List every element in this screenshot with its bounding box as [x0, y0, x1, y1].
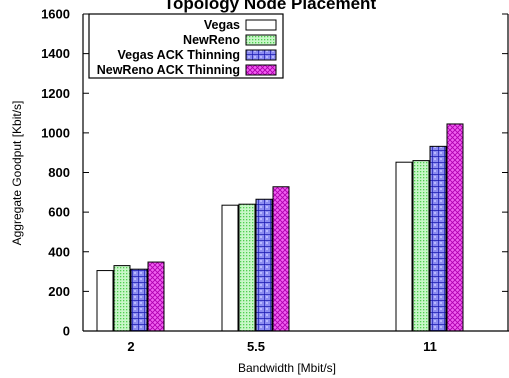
axes-layer: 0 200 400 600 800 1000 1200 1400 1600 2 5.5 11 — [41, 7, 509, 354]
legend-label: NewReno — [183, 33, 240, 47]
legend-swatch — [245, 49, 277, 61]
bar-vegas-ack-thinning-5_5 — [255, 198, 273, 332]
y-tick-label: 400 — [48, 244, 70, 259]
x-axis-label: Bandwidth [Mbit/s] — [238, 361, 336, 375]
y-tick-label: 800 — [48, 165, 70, 180]
y-tick-label: 1600 — [41, 7, 70, 22]
bar-newreno-ack-thinning-2 — [147, 261, 165, 332]
y-tick-label: 1400 — [41, 46, 70, 61]
bar-vegas-5_5 — [221, 204, 239, 332]
y-tick-label: 600 — [48, 205, 70, 220]
bar-newreno-5_5 — [238, 203, 256, 332]
legend-label: Vegas ACK Thinning — [118, 48, 240, 62]
chart-title: Topology Node Placement — [164, 0, 377, 13]
bar-vegas-ack-thinning-11 — [429, 145, 447, 332]
legend-swatch — [245, 34, 277, 46]
bar-newreno-2 — [113, 265, 131, 332]
bar-vegas-2 — [96, 270, 114, 332]
bar-newreno-ack-thinning-5_5 — [272, 186, 290, 332]
bars-layer — [96, 123, 464, 332]
legend-swatch — [245, 19, 277, 31]
legend-label: Vegas — [204, 18, 240, 32]
bar-vegas-11 — [395, 161, 413, 332]
y-tick-label: 1000 — [41, 125, 70, 140]
x-tick-label: 2 — [127, 339, 134, 354]
bar-newreno-ack-thinning-11 — [446, 123, 464, 332]
y-axis-label: Aggregate Goodput [Kbit/s] — [10, 101, 24, 246]
x-tick-label: 11 — [423, 339, 437, 354]
y-tick-label: 1200 — [41, 86, 70, 101]
legend-swatch — [245, 64, 277, 76]
x-tick-label: 5.5 — [247, 339, 265, 354]
legend-label: NewReno ACK Thinning — [97, 63, 240, 77]
bar-newreno-11 — [412, 160, 430, 332]
y-tick-label: 0 — [63, 324, 70, 339]
y-tick-label: 200 — [48, 284, 70, 299]
bar-vegas-ack-thinning-2 — [130, 268, 148, 332]
